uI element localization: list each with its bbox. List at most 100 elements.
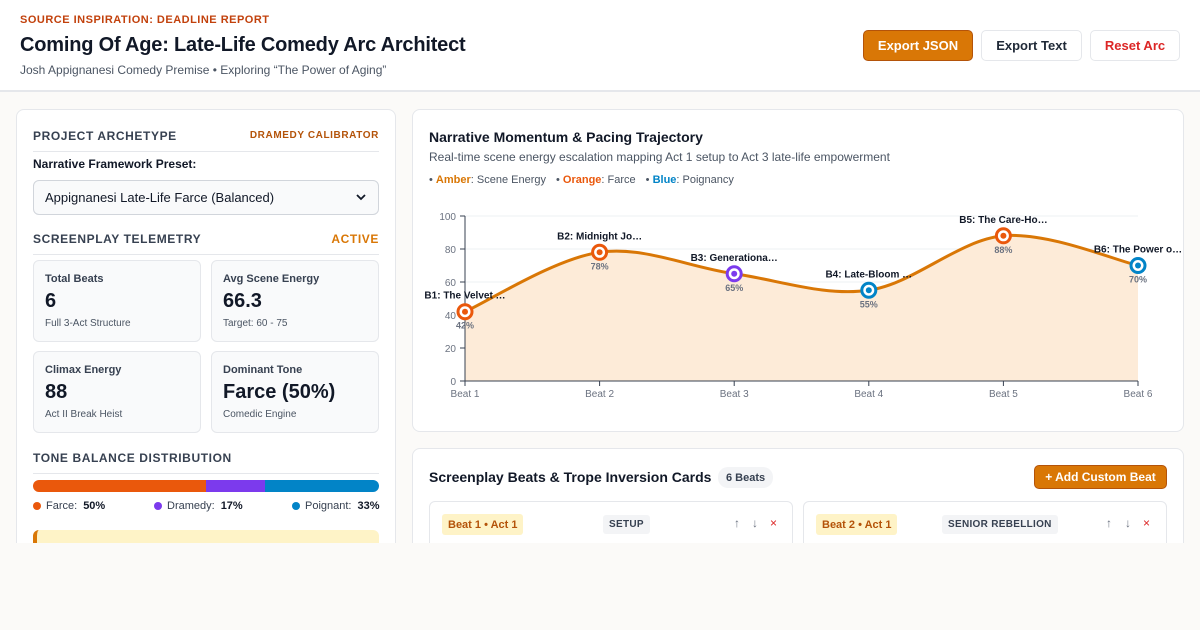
section-divider [33, 254, 379, 255]
chevron-down-icon [356, 194, 366, 201]
stat-label: Total Beats [45, 273, 104, 285]
beat-value-label: 55% [860, 299, 878, 309]
page-title: Coming Of Age: Late-Life Comedy Arc Arch… [20, 34, 466, 56]
tone-segment-dramedy [206, 480, 265, 492]
legend-item-amber: • Amber: Scene Energy [429, 174, 546, 186]
delete-beat-icon[interactable]: × [770, 516, 778, 530]
legend-key: Blue [652, 174, 677, 186]
stat-card-avg-energy: Avg Scene Energy 66.3 Target: 60 - 75 [211, 260, 379, 342]
stat-label: Avg Scene Energy [223, 273, 320, 285]
move-up-icon[interactable]: ↑ [1106, 516, 1112, 530]
tone-legend-label: Dramedy: [167, 500, 215, 512]
energy-area-fill [465, 235, 1138, 381]
legend-item-blue: • Blue: Poignancy [645, 174, 734, 186]
stat-note: Comedic Engine [223, 409, 297, 420]
y-tick-label: 40 [445, 311, 457, 322]
page-bottom-background [0, 543, 1200, 630]
y-tick-label: 100 [439, 212, 456, 223]
poignant-dot-icon [292, 502, 300, 510]
telemetry-status-badge: ACTIVE [331, 232, 379, 246]
preset-select-value: Appignanesi Late-Life Farce (Balanced) [45, 190, 275, 205]
beat-value-label: 65% [725, 283, 743, 293]
dramedy-dot-icon [154, 502, 162, 510]
beat-act-tag: Beat 2 • Act 1 [816, 514, 898, 535]
move-down-icon[interactable]: ↓ [1125, 516, 1131, 530]
y-tick-label: 60 [445, 278, 457, 289]
section-divider [33, 473, 379, 474]
tone-balance-bar [33, 480, 379, 492]
telemetry-title: SCREENPLAY TELEMETRY [33, 232, 202, 246]
legend-key: Amber [435, 174, 471, 186]
move-down-icon[interactable]: ↓ [752, 516, 758, 530]
beat-point-core [1000, 232, 1007, 239]
y-tick-label: 80 [445, 245, 457, 256]
stat-value: Farce (50%) [223, 381, 336, 403]
archetype-title: PROJECT ARCHETYPE [33, 129, 177, 143]
tone-legend-pct: 50% [83, 500, 106, 512]
legend-text: : Farce [601, 174, 636, 186]
export-text-button[interactable]: Export Text [981, 30, 1082, 61]
stat-label: Climax Energy [45, 364, 122, 376]
page-subtitle: Josh Appignanesi Comedy Premise • Explor… [20, 63, 387, 77]
reset-arc-button[interactable]: Reset Arc [1090, 30, 1180, 61]
chart-title: Narrative Momentum & Pacing Trajectory [429, 129, 703, 145]
tone-segment-farce [33, 480, 206, 492]
x-tick-label: Beat 4 [854, 389, 883, 400]
stat-value: 66.3 [223, 290, 262, 312]
beat-act-tag: Beat 1 • Act 1 [442, 514, 524, 535]
beat-value-label: 70% [1129, 275, 1147, 285]
tone-balance-title: TONE BALANCE DISTRIBUTION [33, 451, 232, 465]
beat-point-core [865, 287, 872, 294]
beat-point-label: B1: The Velvet … [424, 291, 505, 302]
app-header: SOURCE INSPIRATION: DEADLINE REPORT Comi… [0, 0, 1200, 92]
tone-legend-farce: Farce: 50% [33, 500, 105, 512]
preset-select[interactable]: Appignanesi Late-Life Farce (Balanced) [33, 180, 379, 215]
legend-item-orange: • Orange: Farce [555, 174, 636, 186]
y-tick-label: 20 [445, 344, 457, 355]
beat-point-core [1135, 262, 1141, 269]
tone-legend-poignant: Poignant: 33% [292, 500, 380, 512]
legend-key: Orange [562, 174, 602, 186]
delete-beat-icon[interactable]: × [1143, 516, 1151, 530]
beat-point-core [462, 308, 468, 315]
stat-note: Act II Break Heist [45, 409, 123, 420]
x-tick-label: Beat 5 [989, 389, 1018, 400]
tone-legend-dramedy: Dramedy: 17% [154, 500, 243, 512]
stat-card-total-beats: Total Beats 6 Full 3-Act Structure [33, 260, 201, 342]
dramedy-calibrator-badge: DRAMEDY CALIBRATOR [249, 130, 379, 141]
export-json-button[interactable]: Export JSON [863, 30, 973, 61]
beat-value-label: 42% [456, 321, 474, 331]
stat-value: 6 [45, 290, 57, 312]
beat-value-label: 78% [591, 261, 609, 271]
section-divider [33, 151, 379, 152]
stat-value: 88 [45, 381, 68, 403]
stat-note: Target: 60 - 75 [223, 318, 288, 329]
momentum-chart-panel: Narrative Momentum & Pacing Trajectory R… [412, 109, 1184, 432]
momentum-line-chart: 0 20 40 60 80 100 Beat 1 Beat 2 Beat 3 Beat 4 Beat… [424, 212, 1182, 400]
legend-text: : Poignancy [676, 174, 734, 186]
beat-type-badge: SETUP [603, 515, 650, 534]
beat-point-core [731, 270, 738, 277]
x-tick-label: Beat 3 [720, 389, 749, 400]
beat-value-label: 88% [994, 245, 1012, 255]
chart-subtitle: Real-time scene energy escalation mappin… [429, 150, 890, 164]
tone-legend-pct: 33% [357, 500, 380, 512]
beats-title: Screenplay Beats & Trope Inversion Cards [429, 469, 712, 485]
stat-card-dominant-tone: Dominant Tone Farce (50%) Comedic Engine [211, 351, 379, 433]
tone-legend-pct: 17% [220, 500, 243, 512]
y-tick-label: 0 [450, 377, 456, 388]
chart-legend: • Amber: Scene Energy • Orange: Farce • … [429, 174, 744, 186]
x-tick-label: Beat 2 [585, 389, 614, 400]
stat-card-climax-energy: Climax Energy 88 Act II Break Heist [33, 351, 201, 433]
beat-point-label: B6: The Power o… [1094, 245, 1182, 256]
legend-text: : Scene Energy [470, 174, 546, 186]
tone-legend-label: Poignant: [305, 500, 352, 512]
beat-point-label: B3: Generationa… [691, 253, 778, 264]
move-up-icon[interactable]: ↑ [734, 516, 740, 530]
tone-segment-poignant [264, 480, 379, 492]
stat-note: Full 3-Act Structure [45, 318, 131, 329]
add-custom-beat-button[interactable]: + Add Custom Beat [1034, 465, 1167, 489]
control-panel: PROJECT ARCHETYPE DRAMEDY CALIBRATOR Nar… [16, 109, 396, 569]
beat-point-core [596, 249, 603, 256]
beat-type-badge: SENIOR REBELLION [942, 515, 1058, 534]
